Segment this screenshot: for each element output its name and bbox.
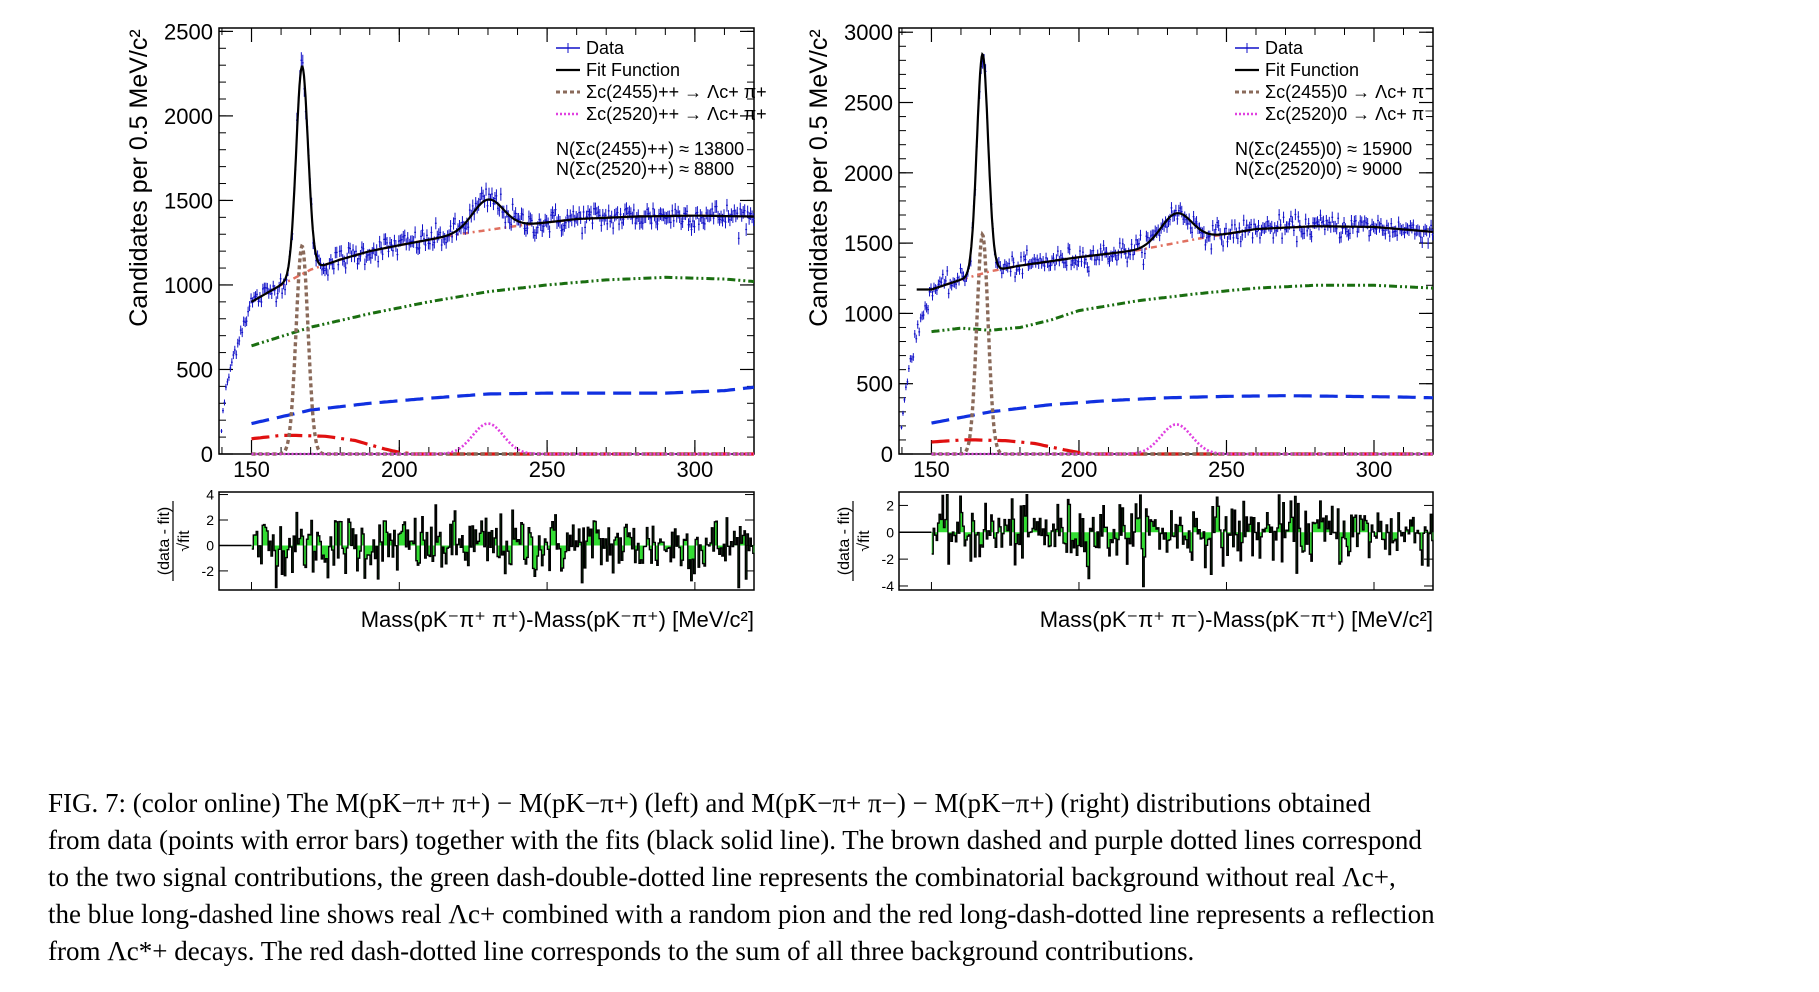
residual-label-denominator: √fit	[856, 530, 873, 552]
residual-y-tick-label: -2	[882, 551, 895, 567]
y-axis-label: Candidates per 0.5 MeV/c²	[805, 29, 833, 326]
x-tick-label: 300	[1356, 457, 1393, 482]
figure: 150 200 250 30005001000150020002500Candidat…	[125, 19, 1434, 632]
yield-annotation: N(Σc(2520)0) ≈ 9000	[1235, 159, 1402, 179]
yield-annotation: N(Σc(2455)0) ≈ 15900	[1235, 139, 1412, 159]
legend-entry: Σc(2520)++ → Λc+ π+	[586, 104, 767, 124]
legend-entry: Fit Function	[1265, 60, 1359, 80]
residual-panel: -2 0 2 4 (data - fit) √fit	[156, 487, 755, 591]
y-tick-label: 500	[176, 357, 213, 382]
residual-y-tick-label: -2	[202, 563, 215, 579]
y-tick-label: 1500	[844, 231, 893, 256]
x-tick-label: 200	[1061, 457, 1098, 482]
curve-sigma-2520	[931, 423, 1433, 456]
y-tick-label: 0	[201, 442, 213, 467]
curve-random_pion	[931, 394, 1434, 425]
legend-entry: Data	[586, 38, 625, 58]
residual-y-tick-label: -4	[882, 578, 895, 594]
figure-caption: FIG. 7: (color online) The M(pK−π+ π+) −…	[48, 785, 1783, 970]
residual-y-tick-label: 0	[206, 537, 214, 553]
x-tick-label: 150	[233, 457, 270, 482]
residual-y-tick-label: 4	[206, 487, 214, 503]
y-tick-label: 2500	[844, 91, 893, 116]
y-tick-label: 1500	[164, 188, 213, 213]
residual-y-tick-label: 2	[206, 512, 214, 528]
x-axis-label: Mass(pK⁻π⁺ π⁻)-Mass(pK⁻π⁺) [MeV/c²]	[1040, 607, 1433, 632]
residual-y-axis-label: (data - fit) √fit	[156, 501, 193, 581]
curve-fit-function	[916, 52, 1434, 291]
x-tick-label: 150	[913, 457, 950, 482]
residual-label-numerator: (data - fit)	[836, 507, 853, 575]
x-axis-label: Mass(pK⁻π⁺ π⁺)-Mass(pK⁻π⁺) [MeV/c²]	[361, 607, 754, 632]
y-tick-label: 2000	[844, 161, 893, 186]
curve-reflection	[931, 438, 1433, 456]
curve-random_pion	[251, 385, 755, 426]
x-tick-label: 250	[1208, 457, 1245, 482]
x-tick-label: 200	[381, 457, 418, 482]
caption-line-3: to the two signal contributions, the gre…	[48, 862, 1396, 892]
curve-sigma-2455	[251, 243, 754, 456]
y-tick-label: 500	[856, 372, 893, 397]
curve-combinatorial	[931, 283, 1434, 334]
residual-frame	[218, 491, 755, 591]
residual-label-numerator: (data - fit)	[156, 507, 173, 575]
legend-entry: Σc(2520)0 → Λc+ π⁻	[1265, 104, 1434, 124]
residual-label-denominator: √fit	[176, 530, 193, 552]
y-tick-label: 3000	[844, 20, 893, 45]
panel-right: 150 200 250 300050010001500200025003000Cand…	[805, 20, 1434, 632]
caption-line-5: from Λc*+ decays. The red dash-dotted li…	[48, 936, 1195, 966]
curve-reflection	[251, 433, 754, 456]
y-axis-label: Candidates per 0.5 MeV/c²	[125, 29, 153, 326]
y-tick-label: 2500	[164, 19, 213, 44]
yield-annotation: N(Σc(2455)++) ≈ 13800	[556, 139, 744, 159]
x-tick-label: 300	[677, 457, 714, 482]
legend-entry: Data	[1265, 38, 1304, 58]
curve-combinatorial	[251, 275, 755, 348]
legend-entry: Fit Function	[586, 60, 680, 80]
data-points	[220, 52, 755, 434]
yield-annotation: N(Σc(2520)++) ≈ 8800	[556, 159, 734, 179]
curve-sigma-2455	[931, 230, 1433, 456]
legend-entry: Σc(2455)0 → Λc+ π⁻	[1265, 82, 1434, 102]
x-tick-label: 250	[529, 457, 566, 482]
residual-panel: -4 -2 0 2 (data - fit) √fit	[836, 491, 1434, 594]
caption-line-4: the blue long-dashed line shows real Λc+…	[48, 899, 1435, 929]
residual-y-tick-label: 0	[886, 524, 894, 540]
y-tick-label: 2000	[164, 104, 213, 129]
panel-left: 150 200 250 300 0 500 1000 1500 2000 2500 Candidat…	[125, 19, 767, 632]
y-tick-label: 0	[881, 442, 893, 467]
curve-fit-function	[250, 65, 754, 303]
residual-y-axis-label: (data - fit) √fit	[836, 501, 873, 581]
y-tick-label: 1000	[164, 273, 213, 298]
legend-entry: Σc(2455)++ → Λc+ π+	[586, 82, 767, 102]
residual-y-tick-label: 2	[886, 497, 894, 513]
y-tick-label: 1000	[844, 301, 893, 326]
curve-sigma-2520	[251, 422, 754, 456]
caption-line-2: from data (points with error bars) toget…	[48, 825, 1422, 855]
caption-line-1: FIG. 7: (color online) The M(pK−π+ π+) −…	[48, 788, 1371, 818]
residual-histogram	[251, 504, 755, 589]
residual-histogram	[931, 494, 1434, 588]
